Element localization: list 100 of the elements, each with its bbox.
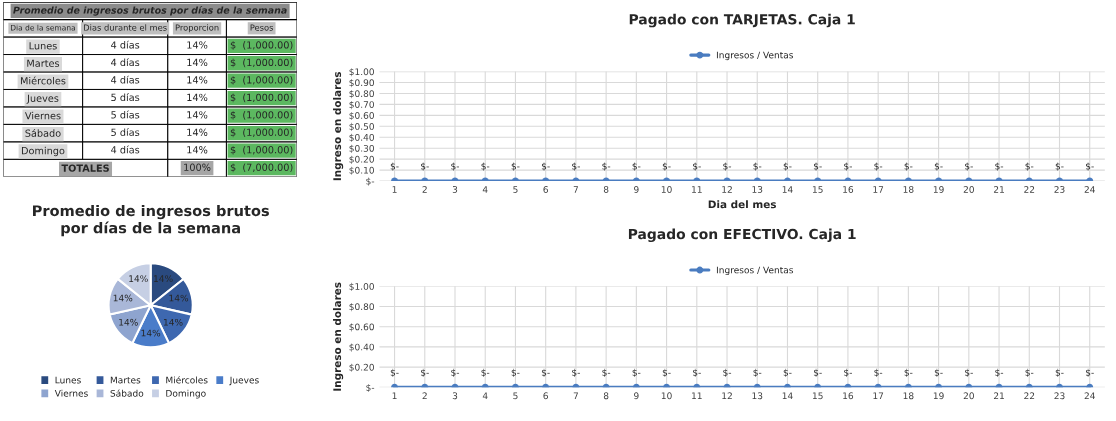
x-tick-label: 23 (1054, 186, 1065, 193)
y-tick-label: $0.50 (349, 122, 374, 132)
data-label: 14% (113, 294, 133, 302)
text: $ (1,000.00) (230, 145, 293, 155)
data-label: 14% (129, 275, 148, 283)
data-label: $- (874, 368, 883, 378)
data-label: $- (965, 368, 973, 378)
data-label: $- (904, 368, 913, 378)
data-label: $- (965, 162, 973, 171)
y-tick-label: $0.60 (349, 111, 374, 121)
x-tick-label: 3 (452, 392, 458, 400)
legend-label: Lunes (55, 376, 81, 384)
data-label: $- (934, 368, 943, 378)
x-tick-label: 16 (843, 186, 854, 193)
data-label: $- (844, 368, 852, 378)
data-label: $- (451, 162, 460, 171)
category-label: Proporcion (175, 24, 219, 33)
x-tick-label: 9 (634, 392, 639, 400)
text: $ (1,000.00) (230, 110, 293, 120)
text: $ (1,000.00) (230, 76, 293, 85)
y-tick-label: $0.10 (349, 166, 374, 175)
text: $ (1,000.00) (230, 41, 293, 50)
data-label: 14% (169, 294, 189, 302)
y-tick-label: $0.30 (349, 144, 374, 153)
data-label: $- (1025, 162, 1034, 171)
data-label: $- (813, 368, 822, 378)
x-tick-label: 16 (843, 392, 854, 400)
x-tick-label: 8 (603, 392, 609, 400)
text: 4 días (111, 145, 140, 154)
category-label: Sábado (25, 128, 61, 137)
x-axis-title: Dia del mes (708, 200, 776, 209)
data-label: $- (421, 162, 429, 171)
x-tick-label: 17 (873, 186, 884, 193)
y-tick-label: $0.20 (349, 155, 374, 164)
y-tick-label: $0.90 (349, 79, 374, 88)
category-label: Viernes (24, 111, 61, 120)
data-label: $- (844, 162, 852, 171)
x-tick-label: 14 (782, 392, 793, 400)
category-label: Miércoles (20, 76, 66, 85)
text: 14% (187, 76, 208, 84)
x-tick-label: 3 (452, 186, 458, 193)
x-tick-label: 13 (752, 186, 763, 193)
data-label: $- (813, 162, 822, 171)
x-tick-label: 20 (963, 186, 974, 193)
category-label: Jueves (26, 94, 59, 104)
text: 4 días (111, 40, 140, 49)
x-tick-label: 6 (543, 186, 548, 193)
data-label: $- (1085, 368, 1094, 378)
text: 14% (187, 58, 208, 67)
chart-title: Pagado con TARJETAS. Caja 1 (629, 13, 855, 28)
data-label: $- (572, 368, 580, 378)
data-label: $- (541, 162, 550, 171)
x-tick-label: 15 (812, 186, 823, 193)
text: $ (7,000.00) (230, 163, 293, 173)
text: $ (1,000.00) (230, 128, 293, 138)
data-label: $- (693, 162, 701, 171)
text: 14% (187, 41, 208, 49)
data-label: $- (511, 368, 520, 378)
data-label: $- (723, 162, 732, 171)
legend-label: Ingresos / Ventas (716, 266, 794, 276)
x-tick-label: 19 (933, 392, 944, 400)
x-tick-label: 2 (422, 186, 427, 193)
text: Promedio de ingresos brutos por días de la semana (13, 6, 287, 16)
y-tick-label: $0.80 (349, 90, 374, 99)
data-label: $- (632, 162, 641, 171)
data-label: $- (783, 368, 792, 378)
data-label: $- (753, 162, 762, 171)
y-tick-label: $0.40 (349, 343, 374, 352)
x-tick-label: 11 (692, 392, 702, 400)
data-label: $- (723, 368, 732, 378)
x-tick-label: 15 (812, 392, 823, 400)
data-label: $- (904, 162, 913, 171)
category-label: Dias durante el mes (84, 24, 167, 31)
chart-title: Promedio de ingresos brutos por días de la semana (33, 204, 269, 237)
text: 14% (187, 146, 208, 154)
text: 14% (187, 93, 208, 102)
data-label: $- (390, 368, 399, 378)
y-tick-label: $- (366, 177, 375, 186)
x-tick-label: 22 (1024, 186, 1035, 193)
x-tick-label: 12 (722, 186, 732, 193)
data-label: $- (995, 162, 1004, 171)
x-tick-label: 20 (963, 392, 974, 400)
x-tick-label: 5 (513, 186, 518, 193)
data-label: 14% (154, 275, 173, 283)
data-label: $- (662, 162, 671, 171)
data-label: $- (602, 368, 611, 378)
data-label: $- (1055, 162, 1064, 171)
x-tick-label: 18 (903, 392, 914, 400)
data-label: $- (572, 162, 580, 171)
legend-label: Martes (110, 376, 141, 384)
x-tick-label: 19 (933, 186, 944, 193)
category-label: Pesos (250, 24, 274, 31)
y-axis-title: Ingreso en dolares (333, 71, 344, 181)
x-tick-label: 22 (1024, 392, 1035, 400)
y-tick-label: $0.40 (349, 133, 374, 142)
legend-label: Domingo (166, 389, 206, 399)
data-label: $- (662, 368, 671, 378)
x-tick-label: 24 (1084, 186, 1095, 193)
x-tick-label: 10 (661, 186, 672, 193)
x-tick-label: 4 (482, 392, 488, 400)
